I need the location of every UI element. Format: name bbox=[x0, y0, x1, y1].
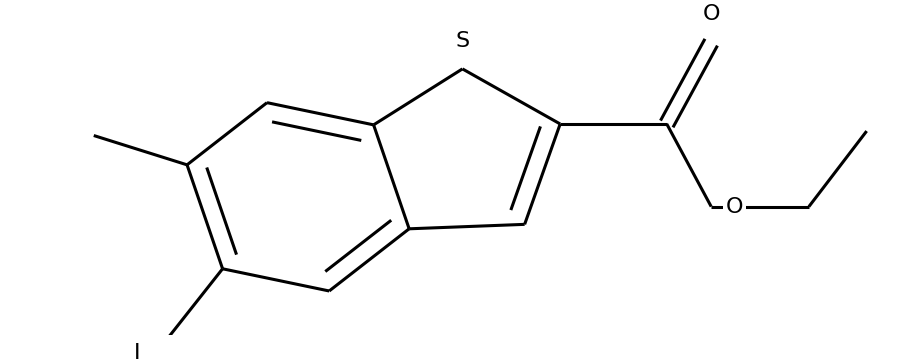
Text: O: O bbox=[703, 4, 720, 25]
Text: O: O bbox=[725, 197, 743, 216]
Text: I: I bbox=[134, 343, 140, 362]
Text: S: S bbox=[455, 31, 470, 51]
